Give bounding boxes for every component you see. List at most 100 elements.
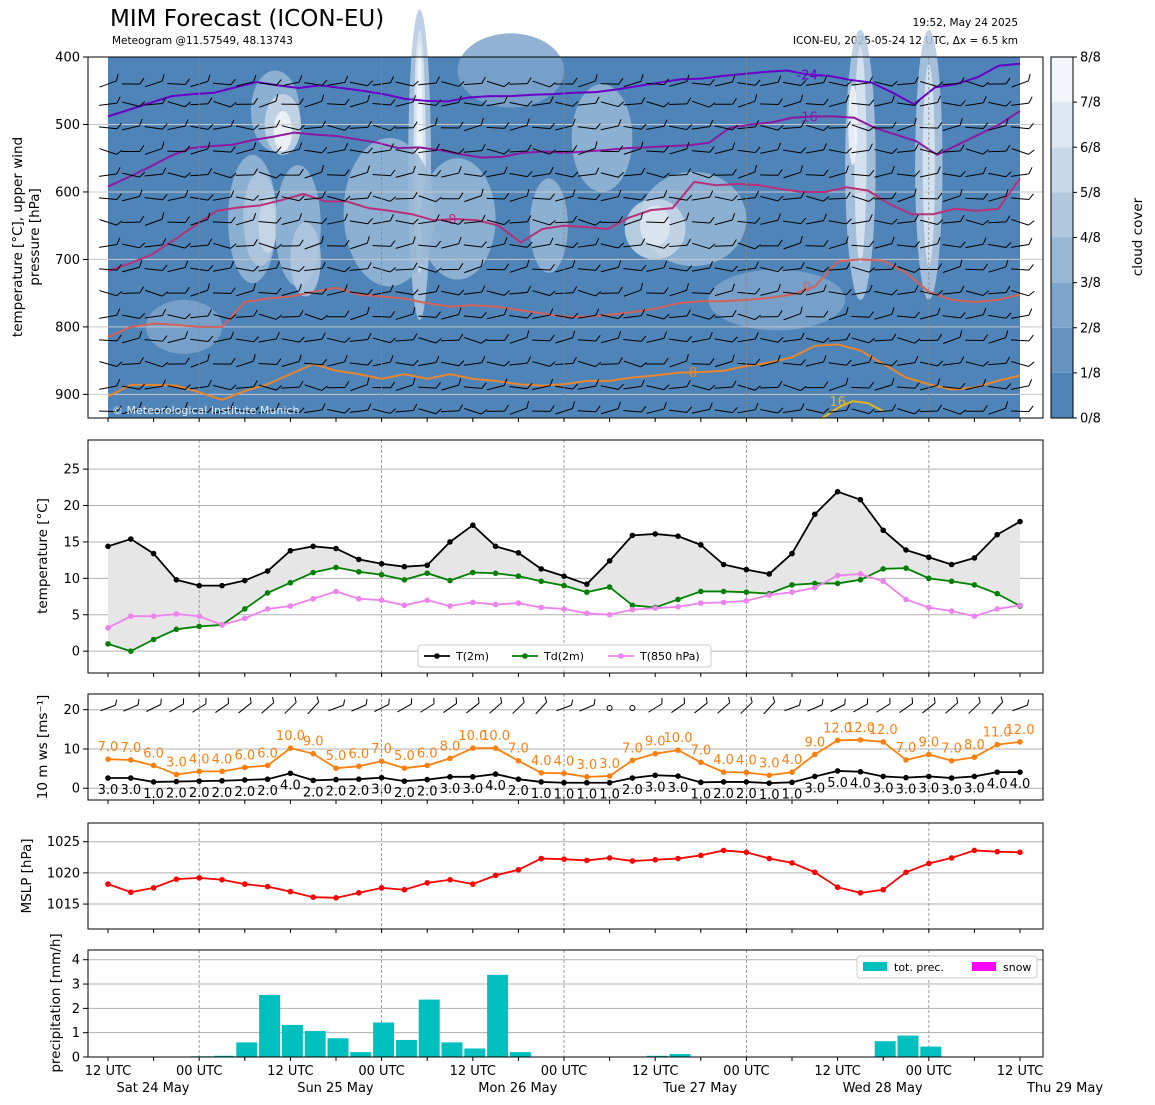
wind-barb-flag (526, 330, 530, 338)
wind-barb-flag (572, 286, 578, 293)
wind-barb-flag (640, 406, 647, 413)
wind-barb-shaft (646, 82, 665, 86)
wind-barb-shaft (486, 290, 505, 296)
wind-value-label: 2.0 (257, 784, 278, 799)
wind-barb-shaft (830, 704, 846, 712)
wind-barb-shaft (235, 174, 254, 176)
wind-barb (988, 144, 1011, 153)
y-tick-label: 20 (63, 499, 80, 514)
wind-barb-shaft (714, 81, 733, 87)
series-mslp-point (105, 881, 111, 887)
wind-barb-shaft (99, 173, 117, 177)
wind-barb (350, 306, 370, 321)
wind-barb-shaft (691, 82, 710, 86)
wind-barb (121, 357, 144, 365)
wind-barb (418, 408, 442, 415)
series-mslp-point (219, 876, 225, 883)
surface-wind-barb (512, 696, 525, 714)
wind-barb-shaft (714, 125, 733, 131)
wind-barb (395, 333, 418, 342)
wind-barb-shaft (440, 339, 460, 342)
wind-value-label: 2.0 (234, 785, 255, 800)
wind-barb (486, 80, 511, 88)
wind-barb-flag (800, 191, 805, 199)
wind-barb (600, 189, 622, 202)
wind-barb-shaft (99, 314, 117, 319)
wind-barb-flag (367, 359, 373, 366)
wind-barb-shaft (281, 386, 300, 389)
wind-barb-shaft (395, 172, 414, 178)
wind-barb (486, 360, 510, 367)
series-td2m-point (310, 569, 317, 576)
wind-barb-flag (1028, 334, 1034, 342)
wind-barb (121, 260, 143, 273)
wind-barb-flag (115, 699, 118, 706)
wind-barb (418, 214, 440, 225)
wind-barb (600, 216, 624, 223)
wind-barb-flag (412, 333, 418, 341)
wind-barb-flag (252, 354, 256, 362)
series-t850-point (128, 613, 134, 620)
wind-barb-flag (731, 142, 736, 150)
x-tick-label: 12 UTC (450, 1064, 496, 1079)
wind-barb (714, 354, 735, 368)
wind-barb-shaft (258, 363, 277, 365)
wind-barb-shaft (167, 101, 186, 108)
series-wind-speed-point (584, 779, 590, 786)
wind-barb-flag (823, 310, 829, 318)
wind-barb-shaft (897, 195, 915, 203)
x-tick-label: 00 UTC (358, 1064, 404, 1079)
series-t2m-point (880, 527, 886, 534)
wind-barb-shaft (258, 242, 277, 250)
wind-barb (395, 218, 419, 225)
wind-barb (577, 264, 601, 271)
wind-barb-flag (207, 406, 214, 413)
wind-barb-flag (595, 264, 601, 271)
wind-barb-shaft (532, 339, 551, 342)
wind-barb-flag (253, 406, 259, 413)
wind-barb-flag (754, 94, 758, 102)
wind-barb (258, 242, 283, 250)
wind-barb-shaft (600, 172, 619, 178)
wind-barb-flag (868, 408, 875, 414)
wind-barb-flag (390, 310, 396, 318)
wind-barb (121, 286, 145, 294)
series-td2m-point (561, 582, 567, 589)
wind-barb-flag (526, 382, 533, 390)
wind-barb-flag (868, 267, 875, 273)
wind-barb (327, 266, 351, 273)
wind-barb-shaft (669, 289, 687, 297)
wind-barb (509, 144, 532, 153)
wind-value-label: 1.0 (599, 788, 620, 803)
wind-barb-flag (572, 242, 579, 249)
wind-barb-flag (663, 119, 668, 127)
wind-barb-flag (686, 380, 691, 387)
wind-barb-shaft (577, 339, 596, 342)
wind-barb-shaft (942, 386, 961, 390)
wind-barb-flag (500, 696, 503, 703)
series-gusts-point (264, 762, 271, 769)
wind-barb (646, 313, 670, 320)
wind-barb-flag (572, 189, 576, 197)
wind-barb-flag (367, 147, 374, 154)
wind-barb (577, 123, 601, 130)
wind-barb-flag (205, 697, 207, 704)
wind-barb (349, 120, 372, 129)
wind-barb-flag (412, 191, 418, 199)
series-mslp-point (515, 866, 522, 873)
wind-barb-flag (891, 333, 897, 341)
wind-barb-shaft (418, 266, 436, 273)
wind-barb (783, 79, 807, 87)
wind-barb-shaft (555, 172, 573, 178)
wind-barb-flag (686, 74, 690, 82)
y-tick-label: 1025 (47, 835, 80, 850)
series-t850-point (903, 596, 909, 603)
wind-barb-flag (640, 74, 644, 82)
series-t2m-point (766, 571, 772, 577)
wind-barb-flag (298, 283, 302, 291)
wind-barb-flag (435, 382, 441, 389)
wind-value-label: 3.0 (804, 781, 825, 796)
wind-barb-shaft (874, 172, 893, 178)
wind-barb-shaft (783, 313, 801, 321)
wind-barb-flag (161, 212, 165, 220)
